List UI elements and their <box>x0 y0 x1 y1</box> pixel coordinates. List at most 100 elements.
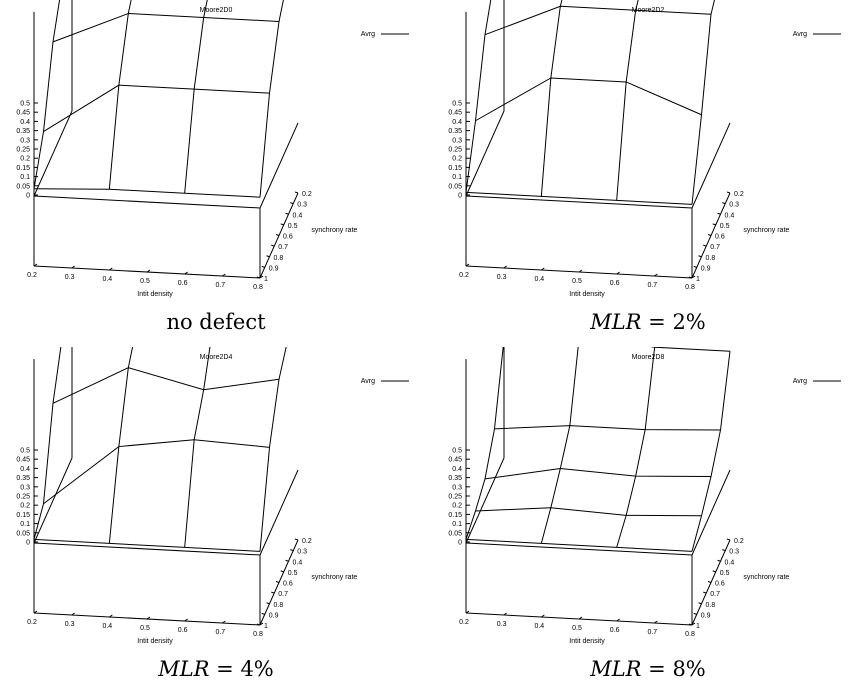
x-tick-label: 0.6 <box>610 280 620 287</box>
caption-lhs: MLR <box>590 310 642 334</box>
x-tick-mark <box>33 610 38 614</box>
x-tick-label: 0.5 <box>140 625 150 632</box>
z-tick-label: 0.3 <box>452 484 462 491</box>
x-axis-label: Intit density <box>137 291 173 298</box>
y-tick-label: 0.5 <box>720 570 730 577</box>
legend-label: Avrg <box>793 31 807 38</box>
x-tick-mark <box>184 618 188 622</box>
y-tick-mark <box>275 581 280 583</box>
x-tick-label: 0.4 <box>102 276 112 283</box>
x-tick-label: 0.4 <box>534 276 544 283</box>
caption-rhs: = 4% <box>216 657 274 681</box>
y-tick-label: 0.7 <box>278 591 288 598</box>
y-tick-mark <box>290 202 294 205</box>
y-tick-label: 0.2 <box>302 191 312 198</box>
y-tick-label: 1 <box>264 276 268 283</box>
plot-title: Moore2D8 <box>632 354 665 361</box>
y-tick-mark <box>294 538 299 541</box>
z-tick-label: 0.3 <box>20 484 30 491</box>
y-tick-mark <box>256 276 261 279</box>
x-tick-label: 0.4 <box>534 623 544 630</box>
y-tick-label: 1 <box>264 623 268 630</box>
caption-lhs: MLR <box>158 657 210 681</box>
y-tick-label: 0.8 <box>706 255 716 262</box>
y-tick-label: 0.3 <box>297 549 307 556</box>
y-tick-mark <box>707 234 712 236</box>
y-tick-label: 0.4 <box>293 559 303 566</box>
z-tick-label: 0 <box>458 540 462 547</box>
mesh-row-line <box>475 507 702 517</box>
z-tick-label: 0.25 <box>16 494 30 501</box>
y-tick-mark <box>256 623 261 626</box>
z-tick-label: 0.4 <box>20 119 30 126</box>
plot-title: Moore2D4 <box>200 354 233 361</box>
x-tick-mark <box>578 269 583 273</box>
z-tick-label: 0.45 <box>448 110 462 117</box>
z-tick-label: 0.15 <box>16 165 30 172</box>
mesh-column-line <box>465 347 504 540</box>
surface-svg-moore2d2: Moore2D2Avrg00.050.10.150.20.250.30.350.… <box>448 0 841 298</box>
y-tick-mark <box>703 591 707 594</box>
y-tick-mark <box>693 265 697 268</box>
y-axis-line <box>691 469 731 556</box>
mesh-row-line <box>484 5 712 36</box>
mesh-row-line <box>52 367 280 404</box>
y-tick-mark <box>726 538 731 541</box>
z-tick-label: 0.25 <box>448 147 462 154</box>
y-tick-mark <box>261 612 265 615</box>
y-tick-mark <box>722 202 726 205</box>
mesh-row-line <box>43 84 270 132</box>
y-tick-label: 0.7 <box>710 244 720 251</box>
base-left-line <box>33 110 73 197</box>
y-tick-label: 0.8 <box>274 255 284 262</box>
caption-rhs: = 2% <box>648 310 706 334</box>
y-tick-mark <box>275 234 280 236</box>
y-tick-label: 0.3 <box>729 202 739 209</box>
x-tick-mark <box>109 614 113 618</box>
mesh-row-line <box>649 347 731 352</box>
mesh-column-line <box>691 0 715 205</box>
mesh-column-line <box>616 0 639 201</box>
mesh-row-line <box>465 538 693 552</box>
y-tick-mark <box>717 559 721 562</box>
legend-label: Avrg <box>361 31 375 38</box>
y-tick-label: 0.4 <box>725 212 735 219</box>
plot-frame <box>33 0 299 279</box>
mesh-column-line <box>616 347 656 548</box>
z-tick-label: 0.45 <box>448 457 462 464</box>
x-axis-line <box>33 195 261 209</box>
y-tick-mark <box>698 602 702 605</box>
x-tick-label: 0.3 <box>497 621 507 628</box>
y-tick-label: 0.7 <box>710 591 720 598</box>
z-tick-label: 0.2 <box>20 156 30 163</box>
z-tick-label: 0.35 <box>16 128 30 135</box>
surface-svg-moore2d4: Moore2D4 Avrg 0 0.05 0.1 0.15 0.2 0.25 0.3 0.35 0.… <box>16 347 409 645</box>
x-axis-line <box>33 542 261 556</box>
caption-mlr-4: MLR = 4% <box>0 657 432 681</box>
y-tick-label: 0.4 <box>725 559 735 566</box>
mesh-column-line <box>259 347 287 552</box>
z-tick-label: 0.2 <box>452 156 462 163</box>
x-tick-label: 0.5 <box>572 625 582 632</box>
mesh-column-line <box>465 0 492 193</box>
z-tick-label: 0.5 <box>452 101 462 108</box>
z-tick-label: 0.15 <box>16 512 30 519</box>
y-tick-label: 0.2 <box>734 191 744 198</box>
z-tick-label: 0.35 <box>448 128 462 135</box>
z-tick-label: 0.35 <box>448 475 462 482</box>
y-tick-mark <box>703 244 707 247</box>
y-tick-mark <box>707 581 712 583</box>
y-tick-label: 0.8 <box>706 602 716 609</box>
y-tick-label: 0.5 <box>288 570 298 577</box>
base-left-line <box>465 110 505 197</box>
z-tick-label: 0.2 <box>452 503 462 510</box>
mesh-column-line <box>259 0 284 198</box>
caption-rhs: = 8% <box>648 657 706 681</box>
x-tick-mark <box>503 265 507 269</box>
x-tick-label: 0.8 <box>685 631 695 638</box>
y-tick-label: 0.6 <box>715 581 725 588</box>
mesh-column-line <box>184 347 211 548</box>
z-tick-label: 0.05 <box>16 530 30 537</box>
surface-plot-moore2d2: Moore2D2 Avrg 0 0.05 0.1 0.15 0.2 0.25 0.3 0.35 0.… <box>432 0 864 347</box>
z-tick-label: 0.15 <box>448 165 462 172</box>
